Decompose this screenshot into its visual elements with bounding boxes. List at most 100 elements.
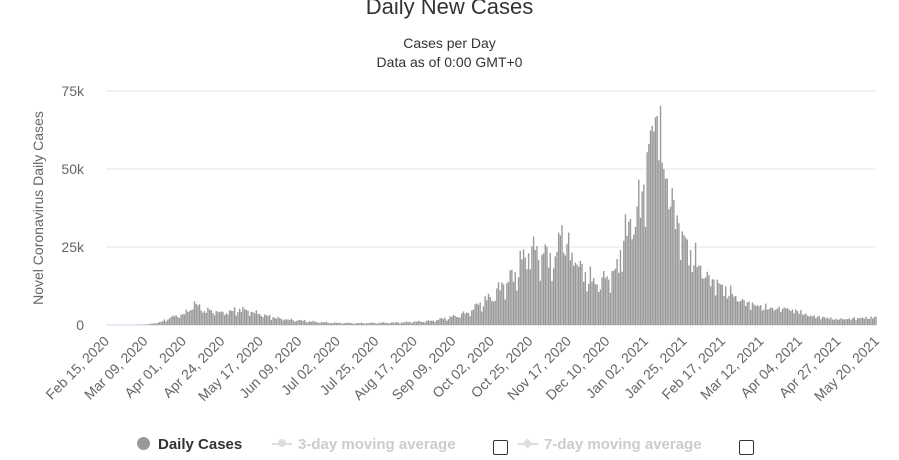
daily-cases-bar [713, 279, 715, 325]
daily-cases-bar [611, 271, 613, 325]
daily-cases-bar [838, 319, 840, 325]
daily-cases-bar [427, 320, 430, 325]
daily-cases-bar [260, 315, 263, 325]
daily-cases-bar [623, 240, 625, 325]
daily-cases-bar [577, 266, 580, 325]
daily-cases-bar [372, 322, 374, 325]
daily-cases-bar [257, 313, 259, 325]
daily-cases-bar [613, 270, 615, 325]
daily-cases-bar [808, 316, 810, 325]
daily-cases-bar [658, 160, 660, 325]
daily-cases-bar [858, 318, 860, 325]
daily-cases-bar [499, 290, 501, 325]
daily-cases-bar [527, 253, 530, 325]
daily-cases-bar [157, 323, 159, 325]
daily-cases-bar [379, 322, 381, 325]
daily-cases-bar [502, 284, 505, 325]
daily-cases-bar [765, 303, 767, 325]
daily-cases-bar [506, 283, 508, 325]
daily-cases-bar [235, 315, 237, 325]
daily-cases-bar [803, 314, 805, 325]
daily-cases-bar [760, 305, 762, 325]
daily-cases-bar [731, 293, 734, 325]
daily-cases-bar [831, 319, 834, 325]
daily-cases-bar [522, 249, 525, 325]
daily-cases-bar [275, 318, 278, 325]
daily-cases-bar [830, 317, 832, 325]
daily-cases-bar [766, 309, 769, 325]
daily-cases-bar [679, 259, 682, 325]
daily-cases-bar [771, 307, 774, 325]
daily-cases-bar [738, 301, 740, 325]
daily-cases-bar [609, 292, 612, 325]
daily-cases-bar [245, 309, 247, 325]
daily-cases-bar [456, 317, 458, 325]
daily-cases-bar [334, 322, 336, 325]
daily-cases-bar [197, 305, 199, 325]
daily-cases-bar [344, 322, 346, 325]
daily-cases-bar [250, 311, 253, 325]
daily-cases-bar [437, 320, 440, 325]
daily-cases-bar [581, 263, 583, 325]
daily-cases-bar [412, 321, 415, 325]
daily-cases-bar [793, 313, 795, 325]
daily-cases-bar [253, 313, 256, 325]
daily-cases-bar [477, 304, 480, 325]
daily-cases-bar [462, 311, 465, 325]
daily-cases-bar [442, 319, 445, 325]
daily-cases-bar [532, 236, 535, 325]
daily-cases-bar [559, 235, 562, 325]
daily-cases-bar [688, 265, 690, 325]
daily-cases-bar [728, 296, 730, 325]
daily-cases-bar [349, 322, 351, 325]
legend-item-daily-cases[interactable]: Daily Cases [137, 436, 242, 453]
daily-cases-bar [601, 277, 603, 325]
daily-cases-bar [604, 278, 607, 325]
daily-cases-bar [736, 301, 739, 325]
daily-cases-bar [497, 282, 500, 325]
daily-cases-bar [354, 323, 356, 325]
checkbox-3day-ma[interactable] [493, 440, 508, 455]
daily-cases-bar [324, 322, 326, 325]
y-tick-label: 25k [61, 239, 85, 255]
daily-cases-bar [410, 323, 413, 325]
daily-cases-bar [265, 315, 268, 325]
daily-cases-bar [404, 321, 406, 325]
daily-cases-bar [178, 318, 181, 325]
daily-cases-bar [405, 321, 408, 325]
daily-cases-bar [277, 316, 279, 325]
daily-cases-bar [851, 318, 854, 325]
daily-cases-bar [215, 311, 217, 325]
daily-cases-bar [546, 246, 548, 325]
daily-cases-bar [644, 226, 647, 325]
y-tick-label: 50k [61, 161, 85, 177]
daily-cases-bar [327, 322, 329, 325]
daily-cases-bar [439, 318, 441, 325]
daily-cases-bar [377, 323, 379, 325]
daily-cases-bar [594, 284, 597, 325]
daily-cases-bar [719, 284, 722, 325]
daily-cases-bar [648, 144, 650, 325]
daily-cases-bar [514, 271, 516, 325]
daily-cases-bar [751, 302, 754, 325]
daily-cases-bar [524, 257, 526, 325]
daily-cases-bar [586, 291, 588, 325]
daily-cases-bar [392, 322, 394, 325]
daily-cases-bar [801, 314, 804, 325]
daily-cases-bar [709, 286, 712, 325]
daily-cases-bar [656, 115, 658, 326]
checkbox-7day-ma[interactable] [739, 440, 754, 455]
daily-cases-bar [317, 322, 319, 325]
daily-cases-bar [192, 309, 194, 325]
legend-item-3day-ma[interactable]: 3-day moving average [272, 436, 456, 453]
legend-marker-daily-cases [137, 437, 150, 450]
daily-cases-bar [367, 323, 369, 325]
daily-cases-bar [653, 131, 655, 325]
chart-title: Daily New Cases [365, 0, 534, 19]
daily-cases-bar [703, 278, 705, 325]
daily-cases-bar [521, 259, 523, 325]
daily-cases-bar [461, 313, 463, 325]
daily-cases-bar [188, 310, 191, 325]
daily-cases-bar [619, 250, 622, 325]
legend-item-7day-ma[interactable]: 7-day moving average [518, 436, 702, 453]
